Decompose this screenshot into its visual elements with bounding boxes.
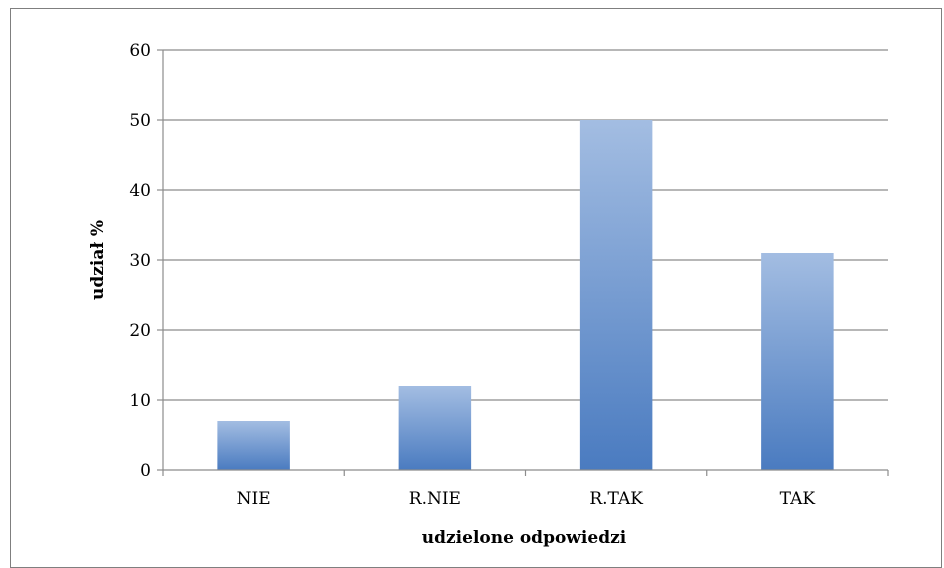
- x-tick-label: NIE: [237, 489, 271, 509]
- x-tick-label: R.TAK: [589, 489, 643, 509]
- y-tick-label: 50: [129, 111, 151, 131]
- x-tick-label: R.NIE: [409, 489, 461, 509]
- bar-r-tak: [579, 120, 653, 470]
- y-tick-label: 40: [129, 181, 151, 201]
- y-tick-label: 60: [129, 41, 151, 61]
- bar-nie: [217, 421, 290, 470]
- bars: [217, 120, 834, 470]
- x-axis-title: udzielone odpowiedzi: [422, 528, 627, 548]
- y-tick-label: 10: [129, 391, 151, 411]
- y-axis-title: udział %: [88, 220, 108, 300]
- y-tick-label: 0: [140, 461, 151, 481]
- y-tick-label: 20: [129, 321, 151, 341]
- bar-r-nie: [398, 386, 472, 470]
- x-tick-label: TAK: [780, 489, 816, 509]
- axes: [157, 49, 889, 476]
- labels: 0 10 20 30 40 50 60 NIE R.NIE R.TAK TAK: [129, 41, 815, 509]
- y-tick-label: 30: [129, 251, 151, 271]
- bar-tak: [761, 253, 834, 470]
